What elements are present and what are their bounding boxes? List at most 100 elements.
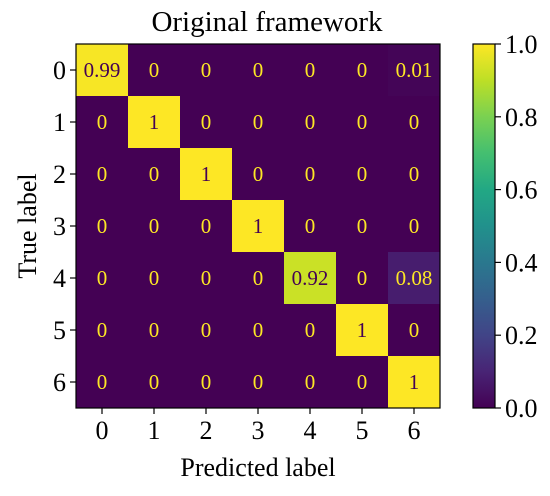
heatmap-cell [284, 44, 336, 96]
heatmap-cell [284, 252, 336, 304]
cell-value-label: 0 [409, 162, 420, 186]
cell-value-label: 0.99 [84, 58, 121, 82]
heatmap-cell [180, 148, 232, 200]
heatmap-cell [232, 200, 284, 252]
y-tick-label: 1 [53, 108, 66, 137]
heatmap-cell [388, 304, 440, 356]
x-tick-label: 2 [200, 416, 213, 445]
heatmap-cell [128, 96, 180, 148]
heatmap-cell [76, 96, 128, 148]
cell-value-label: 0 [97, 162, 108, 186]
heatmap-cell [128, 148, 180, 200]
x-tick-label: 3 [252, 416, 265, 445]
heatmap-cell [76, 356, 128, 408]
heatmap-cell [76, 304, 128, 356]
y-tick-label: 0 [53, 56, 66, 85]
cell-value-label: 0 [149, 266, 160, 290]
cell-value-label: 0 [149, 58, 160, 82]
colorbar-tick-label: 0.0 [505, 394, 538, 423]
heatmap-cells [76, 44, 440, 408]
heatmap-cell [388, 252, 440, 304]
cell-value-label: 0 [253, 162, 264, 186]
heatmap-cell-labels: 0.99 0 0 0 0 0 0.01 0 1 0 0 0 0 0 0 0 1 0 0 0 0 0 0 0 1 0 0 0 0 0 0 0 0.… [84, 58, 433, 394]
heatmap-cell [388, 200, 440, 252]
y-tick-label: 2 [53, 160, 66, 189]
cell-value-label: 0 [201, 110, 212, 134]
cell-value-label: 0 [201, 214, 212, 238]
heatmap-cell [76, 200, 128, 252]
cell-value-label: 0 [357, 110, 368, 134]
heatmap-cell [232, 304, 284, 356]
cell-value-label: 0 [97, 266, 108, 290]
cell-value-label: 0 [149, 318, 160, 342]
heatmap-cell [284, 356, 336, 408]
colorbar [472, 43, 496, 409]
heatmap-cell [180, 356, 232, 408]
x-tick-label: 5 [356, 416, 369, 445]
y-tick-label: 4 [53, 264, 66, 293]
heatmap-cell [388, 96, 440, 148]
cell-value-label: 0 [201, 58, 212, 82]
heatmap-cell [232, 96, 284, 148]
heatmap-cell [232, 356, 284, 408]
heatmap-cell [336, 252, 388, 304]
heatmap-cell [128, 44, 180, 96]
heatmap-cell [336, 96, 388, 148]
cell-value-label: 0.92 [292, 266, 329, 290]
cell-value-label: 1 [409, 370, 420, 394]
cell-value-label: 0 [97, 214, 108, 238]
cell-value-label: 0 [253, 318, 264, 342]
cell-value-label: 0 [253, 58, 264, 82]
x-tick-label: 0 [96, 416, 109, 445]
heatmap-cell [388, 148, 440, 200]
colorbar-ticks: 0.0 0.2 0.4 0.6 0.8 1.0 [495, 30, 538, 423]
heatmap-cell [284, 200, 336, 252]
heatmap-cell [180, 252, 232, 304]
heatmap-cell [336, 304, 388, 356]
cell-value-label: 0 [97, 370, 108, 394]
heatmap-cell [388, 356, 440, 408]
y-axis-ticks: 0 1 2 3 4 5 6 [53, 56, 76, 397]
heatmap-cell [128, 200, 180, 252]
cell-value-label: 0 [357, 214, 368, 238]
cell-value-label: 0.01 [396, 58, 433, 82]
heatmap-cell [232, 252, 284, 304]
x-tick-label: 1 [148, 416, 161, 445]
heatmap-cell [336, 44, 388, 96]
cell-value-label: 1 [149, 110, 160, 134]
y-tick-label: 6 [53, 368, 66, 397]
heatmap-cell [180, 304, 232, 356]
colorbar-tick-label: 0.2 [505, 321, 538, 350]
cell-value-label: 0 [201, 370, 212, 394]
cell-value-label: 0 [357, 266, 368, 290]
colorbar-tick-label: 0.6 [505, 176, 538, 205]
heatmap-cell [180, 200, 232, 252]
cell-value-label: 0 [357, 58, 368, 82]
cell-value-label: 0 [305, 318, 316, 342]
heatmap-cell [76, 44, 128, 96]
y-tick-label: 3 [53, 212, 66, 241]
x-tick-label: 4 [304, 416, 317, 445]
cell-value-label: 0 [305, 110, 316, 134]
heatmap-cell [336, 148, 388, 200]
x-axis-label: Predicted label [180, 453, 335, 482]
cell-value-label: 0 [97, 110, 108, 134]
cell-value-label: 1 [201, 162, 212, 186]
heatmap-cell [284, 96, 336, 148]
heatmap-cell [76, 252, 128, 304]
cell-value-label: 0 [305, 370, 316, 394]
x-axis-ticks: 0 1 2 3 4 5 6 [96, 408, 421, 445]
heatmap-cell [128, 252, 180, 304]
heatmap-cell [336, 356, 388, 408]
y-tick-label: 5 [53, 316, 66, 345]
colorbar-tick-label: 0.4 [505, 248, 538, 277]
cell-value-label: 0 [357, 162, 368, 186]
cell-value-label: 0 [253, 110, 264, 134]
cell-value-label: 0 [149, 162, 160, 186]
heatmap-cell [180, 44, 232, 96]
heatmap-cell [128, 356, 180, 408]
cell-value-label: 0 [409, 318, 420, 342]
y-axis-label: True label [13, 173, 42, 278]
heatmap-cell [388, 44, 440, 96]
